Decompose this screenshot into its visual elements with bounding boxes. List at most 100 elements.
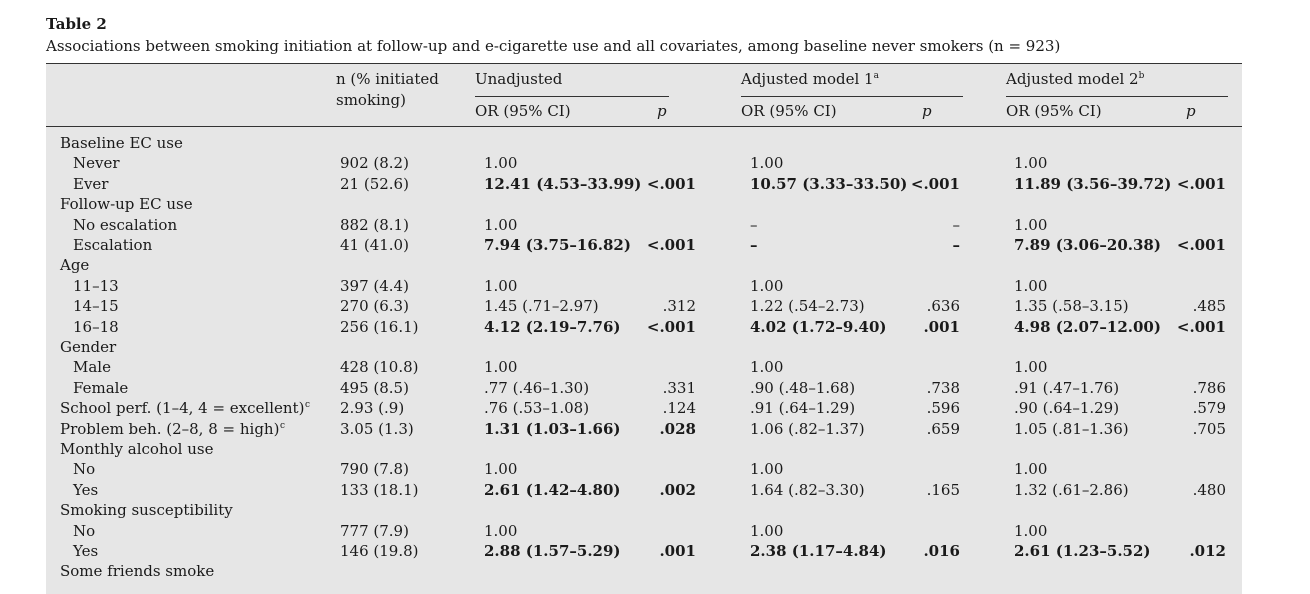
cell-p-unadjusted: <.001 [646, 317, 696, 336]
table-row: 16–18 256 (16.1) 4.12 (2.19–7.76) <.001 4.02… [46, 318, 1242, 338]
cell-or-unadjusted: 1.00 [484, 154, 518, 173]
table-row: Follow-up EC use [46, 195, 1242, 215]
row-label: Baseline EC use [60, 134, 183, 152]
cell-or-model1: – [750, 236, 758, 254]
header-p-model2: p [1186, 102, 1196, 120]
cell-n: 777 (7.9) [340, 521, 409, 540]
cell-n: 270 (6.3) [340, 297, 409, 316]
header-model1-label: Adjusted model 1 [741, 70, 874, 88]
header-p-model1: p [922, 102, 932, 120]
table-row: Male 428 (10.8) 1.00 1.00 1.00 [46, 358, 1242, 378]
cell-or-unadjusted: 1.31 (1.03–1.66) [484, 419, 621, 438]
table-row: Age [46, 256, 1242, 276]
header-or-model2: OR (95% CI) [1006, 102, 1102, 120]
cell-n: 21 (52.6) [340, 174, 409, 193]
cell-p-model2: <.001 [1176, 174, 1226, 193]
cell-or-unadjusted: 7.94 (3.75–16.82) [484, 236, 631, 254]
cell-p-unadjusted: .001 [659, 542, 696, 560]
table-row: No 777 (7.9) 1.00 1.00 1.00 [46, 522, 1242, 542]
table-row: Problem beh. (2–8, 8 = high) c 3.05 (1.3) 1… [46, 420, 1242, 440]
table-row: Ever 21 (52.6) 12.41 (4.53–33.99) <.001 10.5… [46, 175, 1242, 195]
cell-p-model2: .485 [1192, 297, 1226, 316]
cell-or-model2: 11.89 (3.56–39.72) [1014, 174, 1172, 193]
row-label: Yes [73, 542, 99, 560]
header-model2-label: Adjusted model 2 [1006, 70, 1139, 88]
table-row: Smoking susceptibility [46, 501, 1242, 521]
cell-n: 256 (16.1) [340, 317, 419, 336]
cell-or-unadjusted: 1.00 [484, 215, 518, 234]
cell-or-model1: 1.06 (.82–1.37) [750, 419, 865, 438]
cell-or-unadjusted: 1.00 [484, 521, 518, 540]
row-label: Smoking susceptibility [60, 501, 233, 520]
cell-n: 902 (8.2) [340, 154, 409, 173]
cell-or-model1: .91 (.64–1.29) [750, 399, 856, 418]
cell-or-model2: 1.00 [1014, 358, 1048, 377]
cell-or-unadjusted: 2.61 (1.42–4.80) [484, 480, 621, 499]
cell-n: 397 (4.4) [340, 276, 409, 295]
cell-or-model2: 7.89 (3.06–20.38) [1014, 236, 1161, 254]
cell-or-model1: 1.00 [750, 276, 784, 295]
cell-p-model2: .012 [1189, 542, 1226, 560]
cell-p-model1: .596 [926, 399, 960, 418]
table-row: Monthly alcohol use [46, 440, 1242, 460]
cell-or-unadjusted: 12.41 (4.53–33.99) [484, 174, 642, 193]
cell-n: 495 (8.5) [340, 378, 409, 397]
cell-or-unadjusted: 1.45 (.71–2.97) [484, 297, 599, 316]
table-row: School perf. (1–4, 4 = excellent) c 2.93 (… [46, 399, 1242, 419]
cell-or-unadjusted: .76 (.53–1.08) [484, 399, 590, 418]
table-row: No 790 (7.8) 1.00 1.00 1.00 [46, 460, 1242, 480]
cell-or-model2: .90 (.64–1.29) [1014, 399, 1120, 418]
row-label: School perf. (1–4, 4 = excellent) [60, 399, 305, 418]
cell-p-model1: – [952, 236, 961, 254]
cell-or-model2: 1.00 [1014, 215, 1048, 234]
row-label: Escalation [73, 236, 153, 254]
cell-or-model2: 1.05 (.81–1.36) [1014, 419, 1129, 438]
cell-p-model1: – [952, 215, 961, 234]
cell-p-unadjusted: .124 [662, 399, 696, 418]
row-label: Problem beh. (2–8, 8 = high) [60, 419, 280, 438]
row-label: Ever [73, 174, 109, 193]
cell-p-model2: .786 [1192, 378, 1226, 397]
table-title: Table 2 [46, 15, 107, 33]
header-p-unadjusted: p [657, 102, 667, 120]
cell-p-model1: .016 [923, 542, 960, 560]
cell-or-model2: 1.35 (.58–3.15) [1014, 297, 1129, 316]
cell-n: 3.05 (1.3) [340, 419, 414, 438]
cell-or-model1: 1.00 [750, 460, 784, 479]
header-model2-footnote: b [1138, 71, 1145, 81]
cell-n: 146 (19.8) [340, 542, 419, 560]
row-label: Male [73, 358, 111, 377]
group-rule-model1 [741, 96, 963, 97]
cell-or-model1: 2.38 (1.17–4.84) [750, 542, 887, 560]
cell-p-unadjusted: <.001 [646, 174, 696, 193]
footnote-marker: c [305, 400, 311, 411]
header-or-unadjusted: OR (95% CI) [475, 102, 571, 120]
cell-or-model2: 2.61 (1.23–5.52) [1014, 542, 1151, 560]
header-model1: Adjusted model 1a [741, 69, 879, 90]
footnote-marker: c [280, 420, 286, 431]
cell-n: 790 (7.8) [340, 460, 409, 479]
group-rule-model2 [1006, 96, 1228, 97]
table-row: Never 902 (8.2) 1.00 1.00 1.00 [46, 154, 1242, 174]
cell-or-model1: 1.00 [750, 358, 784, 377]
cell-or-unadjusted: 4.12 (2.19–7.76) [484, 317, 621, 336]
cell-or-unadjusted: 1.00 [484, 276, 518, 295]
row-label: 14–15 [73, 297, 119, 316]
table-row: Female 495 (8.5) .77 (.46–1.30) .331 .90 (.4… [46, 379, 1242, 399]
cell-n: 41 (41.0) [340, 236, 409, 254]
row-label: No escalation [73, 215, 178, 234]
header-model1-footnote: a [873, 71, 879, 81]
cell-or-model2: 1.00 [1014, 521, 1048, 540]
header-or-model1: OR (95% CI) [741, 102, 837, 120]
row-label: 11–13 [73, 276, 119, 295]
cell-or-model1: 1.64 (.82–3.30) [750, 480, 865, 499]
cell-p-unadjusted: .028 [659, 419, 696, 438]
cell-p-unadjusted: .331 [662, 378, 696, 397]
cell-or-model1: .90 (.48–1.68) [750, 378, 856, 397]
cell-or-unadjusted: 1.00 [484, 358, 518, 377]
row-label: Follow-up EC use [60, 195, 193, 214]
cell-p-model2: .480 [1192, 480, 1226, 499]
cell-or-unadjusted: 2.88 (1.57–5.29) [484, 542, 621, 560]
cell-or-model1: 10.57 (3.33–33.50) [750, 174, 908, 193]
row-label: Female [73, 378, 129, 397]
